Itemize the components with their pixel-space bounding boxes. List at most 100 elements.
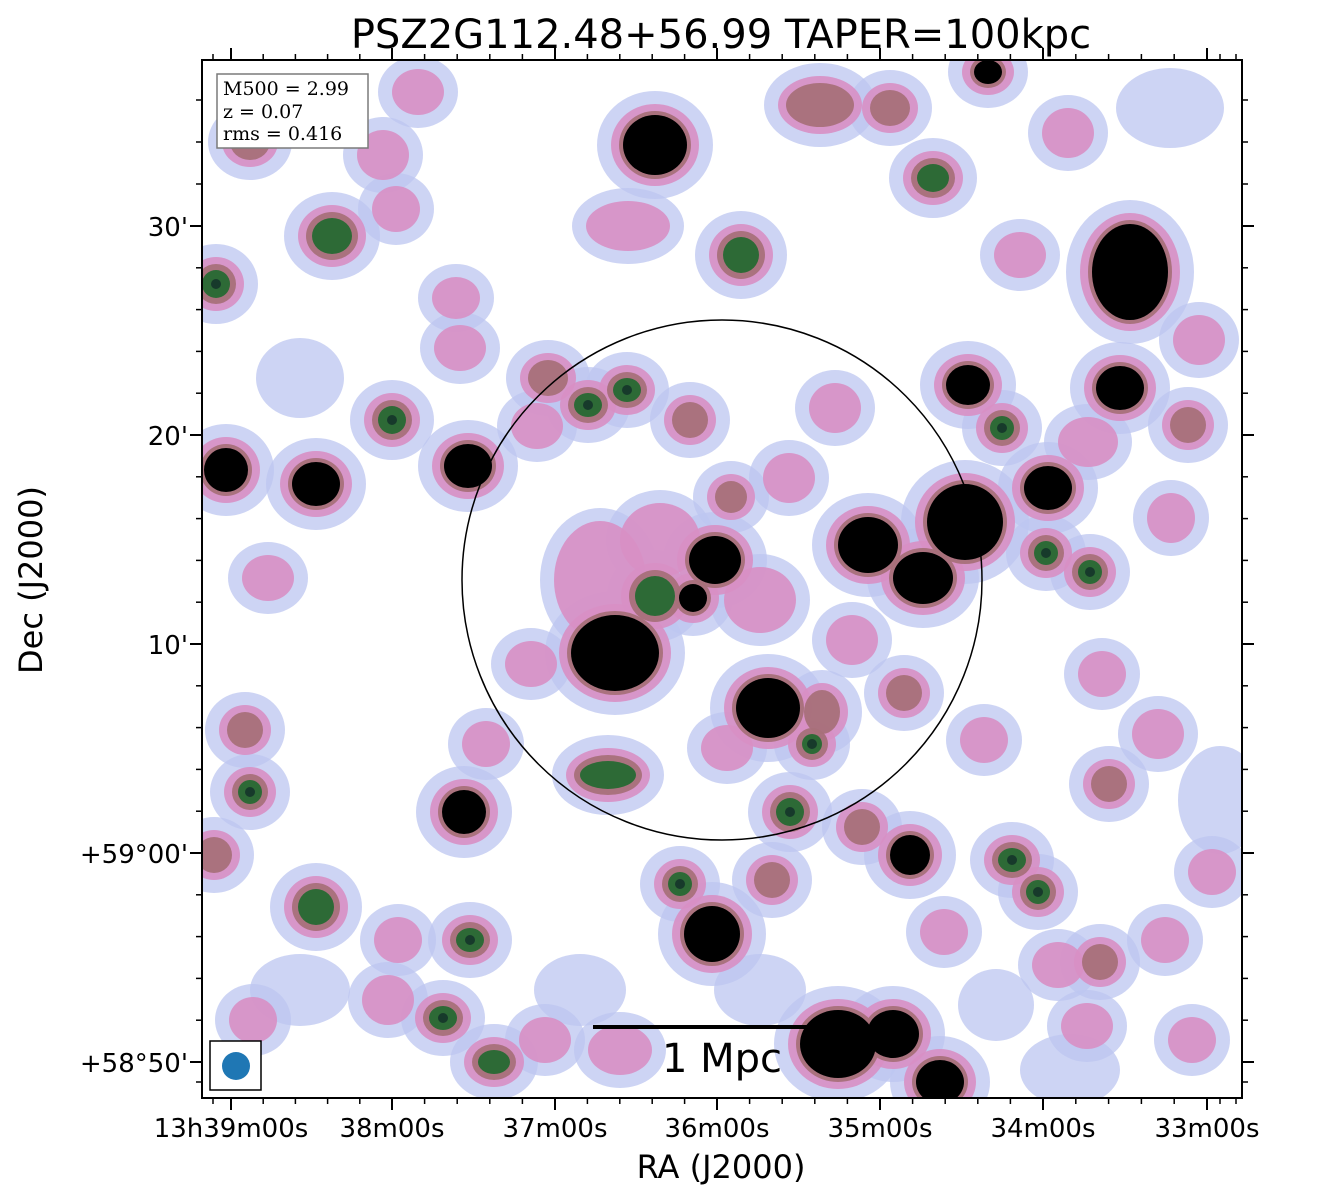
emission-blob xyxy=(478,1050,510,1074)
beam-ellipse-icon xyxy=(222,1052,250,1080)
emission-blob xyxy=(1041,548,1051,558)
emission-blob xyxy=(462,721,510,767)
emission-blob xyxy=(785,807,795,817)
x-tick-label: 36m00s xyxy=(664,1114,769,1144)
y-tick-labels: 30' 20' 10' +59°00' +58°50' xyxy=(80,213,188,1079)
x-tick-label: 35m00s xyxy=(827,1114,932,1144)
emission-blob xyxy=(723,237,759,273)
emission-blob xyxy=(202,837,232,873)
emission-blob xyxy=(505,641,557,687)
emission-blob xyxy=(974,60,1002,84)
emission-blob xyxy=(622,385,632,395)
emission-blob xyxy=(245,787,255,797)
emission-blob xyxy=(809,383,861,433)
y-tick-label: 30' xyxy=(148,213,188,243)
x-tick-label: 38m00s xyxy=(339,1114,444,1144)
beam-box xyxy=(209,1040,262,1091)
plot-frame xyxy=(201,59,1243,1099)
emission-blob xyxy=(960,717,1008,763)
emission-blob xyxy=(1078,651,1126,697)
emission-blob xyxy=(438,1013,448,1023)
emission-blob xyxy=(392,69,444,115)
info-box: M500 = 2.99 z = 0.07 rms = 0.416 xyxy=(216,73,369,149)
emission-blob xyxy=(1082,944,1118,980)
emission-blob xyxy=(1085,567,1095,577)
emission-blob xyxy=(867,1010,919,1058)
x-tick-label: 13h39m00s xyxy=(154,1114,309,1144)
emission-blob xyxy=(927,484,1003,560)
emission-blob xyxy=(1032,942,1084,988)
x-tick-label: 34m00s xyxy=(990,1114,1095,1144)
y-tick-label: +58°50' xyxy=(80,1049,188,1079)
emission-blob xyxy=(635,576,675,616)
emission-blob xyxy=(465,935,475,945)
emission-blob xyxy=(1042,108,1094,158)
emission-blob xyxy=(916,1060,964,1098)
info-m500: M500 = 2.99 xyxy=(223,78,349,100)
emission-blob xyxy=(242,555,294,601)
emission-blob xyxy=(715,481,747,513)
emission-blob xyxy=(763,453,815,503)
emission-blob xyxy=(534,954,626,1026)
emission-blob xyxy=(1091,766,1127,802)
emission-blob xyxy=(736,678,800,738)
emission-blob xyxy=(917,164,949,192)
emission-blob xyxy=(372,186,420,232)
emission-blob xyxy=(229,997,277,1043)
emission-blob xyxy=(519,1017,571,1063)
emission-blob xyxy=(890,835,930,875)
emission-blob xyxy=(250,954,350,1026)
y-tick-label: 20' xyxy=(148,422,188,452)
x-tick-labels: 13h39m00s 38m00s 37m00s 36m00s 35m00s 34… xyxy=(154,1114,1260,1144)
figure-title: PSZ2G112.48+56.99 TAPER=100kpc xyxy=(351,12,1091,58)
emission-blob xyxy=(374,917,422,963)
emission-blob xyxy=(227,712,263,748)
y-tick-label: +59°00' xyxy=(80,840,188,870)
emission-blob xyxy=(623,115,687,175)
emission-blob xyxy=(1170,407,1206,443)
emission-blob xyxy=(807,739,817,749)
emission-blob xyxy=(362,975,414,1025)
emission-blob xyxy=(1092,224,1168,320)
emission-blob xyxy=(580,761,636,789)
emission-blob xyxy=(442,790,486,834)
emission-blob xyxy=(298,889,334,925)
emission-blob xyxy=(444,444,492,488)
emission-blob xyxy=(994,232,1046,278)
emission-blob xyxy=(586,201,670,251)
scale-bar-label: 1 Mpc xyxy=(662,1036,782,1082)
emission-blob xyxy=(528,360,568,396)
emission-blob xyxy=(714,954,806,1026)
emission-blob xyxy=(620,503,700,577)
cluster-circle-icon xyxy=(461,319,983,841)
emission-blob xyxy=(724,567,796,633)
emission-blob xyxy=(958,969,1034,1041)
emission-blob xyxy=(434,325,486,371)
emission-blob xyxy=(679,584,707,612)
emission-blob xyxy=(1141,917,1189,963)
emission-blob xyxy=(588,1025,652,1075)
emission-blob xyxy=(826,615,878,665)
emission-blob xyxy=(1168,1017,1216,1063)
emission-blob xyxy=(946,365,990,405)
y-tick-label: 10' xyxy=(148,631,188,661)
emission-blob xyxy=(1178,746,1242,854)
x-axis-label: RA (J2000) xyxy=(637,1148,806,1186)
image-panel: 1 Mpc M500 = 2.99 z = 0.07 rms = 0.416 xyxy=(201,59,1243,1099)
tick-marks xyxy=(190,48,1254,1110)
emission-blob xyxy=(1132,709,1184,759)
emission-blob xyxy=(684,906,740,962)
emission-layer xyxy=(202,60,1242,1098)
emission-blob xyxy=(997,423,1007,433)
emission-blob xyxy=(292,462,340,506)
emission-blob xyxy=(920,909,968,955)
emission-blob xyxy=(701,725,753,771)
emission-blob xyxy=(511,403,563,449)
emission-blob xyxy=(1020,1034,1120,1098)
emission-blob xyxy=(387,415,397,425)
emission-blob xyxy=(886,675,922,711)
emission-blob xyxy=(256,338,344,418)
emission-blob xyxy=(870,90,910,126)
emission-blob xyxy=(838,517,898,573)
